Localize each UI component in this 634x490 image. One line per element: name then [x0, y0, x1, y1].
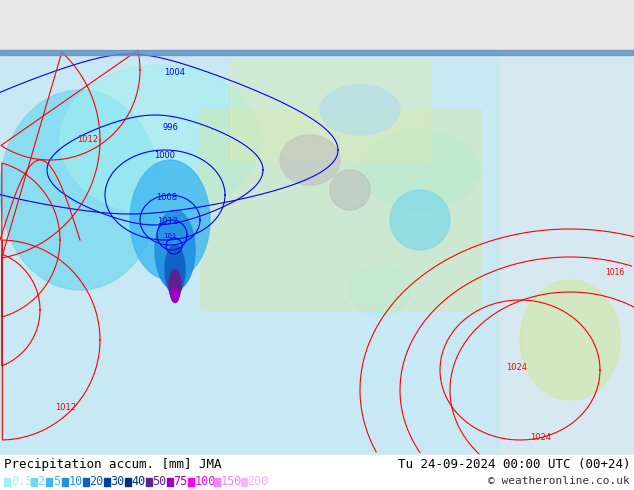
- Bar: [124, 478, 131, 486]
- Ellipse shape: [171, 288, 179, 302]
- Text: 1008: 1008: [157, 193, 178, 202]
- Text: 1024: 1024: [530, 433, 551, 442]
- Bar: [103, 478, 110, 486]
- Bar: [500, 50, 634, 455]
- Text: 1012: 1012: [55, 403, 76, 412]
- Text: 2: 2: [37, 474, 44, 488]
- Bar: [188, 478, 193, 486]
- Bar: [82, 478, 89, 486]
- Text: 200: 200: [247, 474, 269, 488]
- Text: 5: 5: [53, 474, 60, 488]
- Bar: [0, 50, 634, 55]
- Ellipse shape: [0, 90, 160, 290]
- Text: 996: 996: [162, 123, 178, 132]
- Text: 101: 101: [163, 233, 177, 239]
- Bar: [240, 478, 247, 486]
- Text: 1012: 1012: [77, 135, 98, 144]
- Bar: [46, 478, 52, 486]
- Text: 75: 75: [174, 474, 188, 488]
- Text: 1000: 1000: [155, 151, 176, 160]
- Bar: [200, 110, 480, 310]
- Text: 1024: 1024: [507, 363, 527, 372]
- Ellipse shape: [280, 135, 340, 185]
- Text: 20: 20: [89, 474, 104, 488]
- Text: 1016: 1016: [605, 268, 624, 277]
- Bar: [230, 60, 430, 160]
- Bar: [61, 478, 67, 486]
- Text: 1004: 1004: [164, 68, 186, 77]
- Text: Tu 24-09-2024 00:00 UTC (00+24): Tu 24-09-2024 00:00 UTC (00+24): [398, 458, 630, 470]
- Bar: [167, 478, 172, 486]
- Ellipse shape: [320, 85, 400, 135]
- Ellipse shape: [390, 190, 450, 250]
- Ellipse shape: [520, 280, 620, 400]
- Ellipse shape: [330, 170, 370, 210]
- Ellipse shape: [169, 270, 181, 300]
- Bar: [0, 455, 634, 490]
- Ellipse shape: [165, 245, 185, 295]
- Ellipse shape: [130, 160, 210, 280]
- Text: 30: 30: [110, 474, 125, 488]
- Bar: [145, 478, 152, 486]
- Text: 100: 100: [195, 474, 216, 488]
- Text: 0.5: 0.5: [11, 474, 32, 488]
- Text: 10: 10: [68, 474, 83, 488]
- Bar: [214, 478, 220, 486]
- Ellipse shape: [155, 210, 195, 290]
- Ellipse shape: [60, 65, 260, 215]
- Text: 40: 40: [131, 474, 146, 488]
- Ellipse shape: [360, 130, 480, 210]
- Ellipse shape: [350, 265, 410, 315]
- Bar: [4, 478, 10, 486]
- Bar: [30, 478, 37, 486]
- Text: 50: 50: [153, 474, 167, 488]
- Text: 1012: 1012: [157, 217, 179, 226]
- Text: 150: 150: [221, 474, 242, 488]
- Text: Precipitation accum. [mm] JMA: Precipitation accum. [mm] JMA: [4, 458, 221, 470]
- Text: © weatheronline.co.uk: © weatheronline.co.uk: [488, 476, 630, 486]
- Bar: [0, 50, 634, 455]
